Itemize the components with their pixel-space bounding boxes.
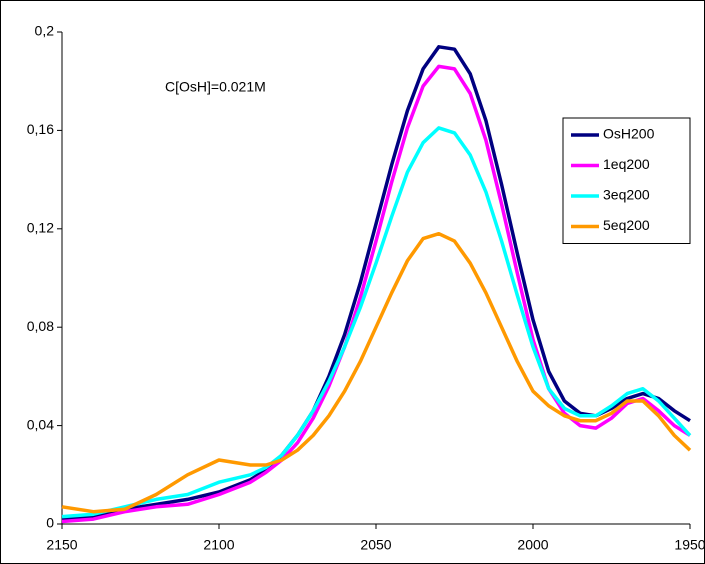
y-tick-label: 0,2 (35, 23, 55, 39)
x-tick-label: 2000 (517, 537, 548, 553)
legend-label: OsH200 (603, 126, 655, 142)
data-line (61, 231, 692, 514)
x-tick-label: 2050 (360, 537, 391, 553)
legend-label: 5eq200 (603, 217, 650, 233)
legend-label: 3eq200 (603, 187, 650, 203)
annotation: C[OsH]=0.021M (165, 79, 266, 95)
y-tick-label: 0,04 (27, 416, 54, 432)
legend-box (562, 117, 691, 244)
x-tick-label: 2100 (203, 537, 234, 553)
y-tick-label: 0,08 (27, 318, 54, 334)
data-line (61, 126, 692, 519)
y-tick-label: 0,12 (27, 220, 54, 236)
x-tick-label: 1950 (674, 537, 705, 553)
y-tick-label: 0,16 (27, 121, 54, 137)
x-tick-label: 2150 (46, 537, 77, 553)
data-line (61, 64, 691, 524)
legend-label: 1eq200 (603, 156, 650, 172)
y-tick-label: 0 (46, 515, 54, 531)
